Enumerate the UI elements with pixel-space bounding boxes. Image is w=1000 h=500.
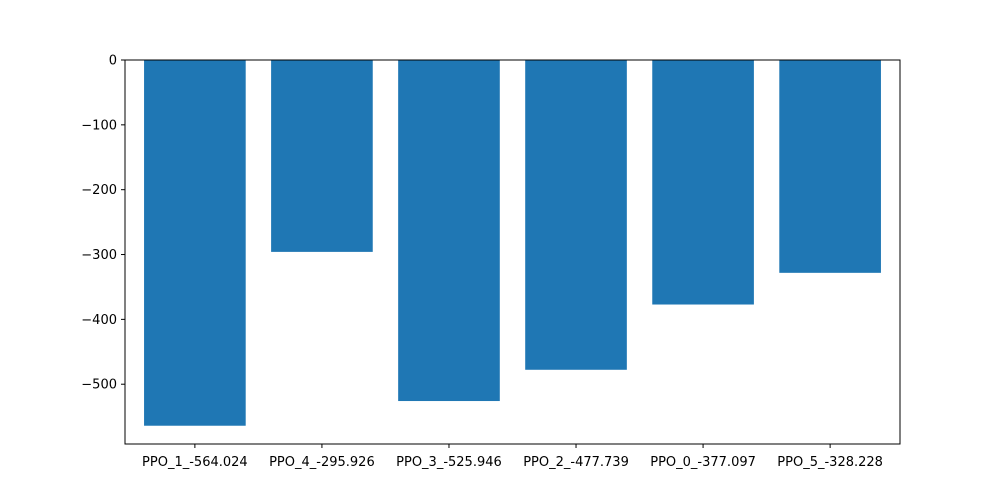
x-tick-label: PPO_4_-295.926 [269,455,375,470]
x-axis: PPO_1_-564.024 PPO_4_-295.926 PPO_3_-525.9… [142,444,883,470]
bars-layer [144,60,881,426]
y-tick-label: −300 [81,248,117,263]
plot-frame [124,59,901,445]
y-tick-label: 0 [109,54,117,69]
y-tick-label: −400 [81,313,117,328]
bar [271,60,373,252]
x-tick-label: PPO_0_-377.097 [650,455,756,470]
bar [779,60,881,273]
y-tick-label: −500 [81,378,117,393]
bar [398,60,500,402]
y-tick-label: −100 [81,118,117,133]
y-tick-label: −200 [81,183,117,198]
x-tick-label: PPO_3_-525.946 [396,455,502,470]
y-axis: 0 −100 −200 −300 −400 −500 [81,54,125,393]
x-tick-label: PPO_2_-477.739 [523,455,629,470]
bar [525,60,627,370]
x-tick-label: PPO_5_-328.228 [777,455,883,470]
bar [652,60,754,305]
x-tick-label: PPO_1_-564.024 [142,455,248,470]
bar [144,60,246,426]
